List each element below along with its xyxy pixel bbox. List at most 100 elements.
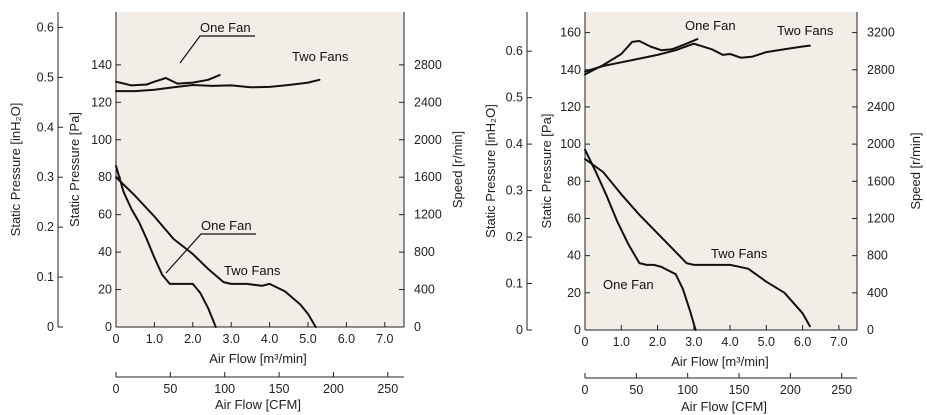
- cfm-tick-label: 50: [163, 382, 177, 396]
- speed-tick-label: 2000: [867, 137, 895, 151]
- pressure-curve-two-fans: [115, 176, 317, 328]
- x-axis-title-m3: Air Flow [m³/min]: [671, 354, 769, 369]
- pressure-curve-one-fan: [115, 165, 217, 328]
- m3-tick-label: 6.0: [338, 332, 355, 346]
- speed-tick-label: 2000: [414, 133, 442, 147]
- cfm-tick-label: 200: [323, 382, 344, 396]
- speed-tick-label: 1600: [414, 170, 442, 184]
- curve-annotation: Two Fans: [292, 49, 349, 64]
- pa-tick-label: 80: [98, 170, 112, 184]
- pa-tick-label: 160: [560, 26, 581, 40]
- inh2o-tick-label: 0.3: [37, 170, 54, 184]
- speed-tick-label: 3200: [867, 26, 895, 40]
- pa-tick-label: 0: [574, 323, 581, 337]
- m3-tick-label: 4.0: [721, 335, 738, 349]
- right-chart-panel: 0 0.1 0.2 0.3 0.4 0.5 0.6 0 20 40 60 80 100 120 140 160…: [483, 12, 923, 414]
- inh2o-tick-label: 0.5: [37, 70, 54, 84]
- pa-tick-label: 40: [98, 245, 112, 259]
- curve-annotation: One Fan: [200, 20, 251, 35]
- speed-tick-label: 400: [867, 286, 888, 300]
- speed-tick-label: 2800: [867, 63, 895, 77]
- cfm-tick-label: 50: [629, 383, 643, 397]
- m3-tick-label: 4.0: [261, 332, 278, 346]
- m3-tick-label: 5.0: [758, 335, 775, 349]
- x-axis-title-cfm: Air Flow [CFM]: [215, 397, 301, 412]
- inh2o-tick-label: 0.1: [506, 277, 523, 291]
- pa-tick-label: 80: [567, 174, 581, 188]
- y-axis-title-pa: Static Pressure [Pa]: [539, 114, 554, 229]
- m3-tick-label: 2.0: [184, 332, 201, 346]
- left-chart-panel: 0 0.1 0.2 0.3 0.4 0.5 0.6 0 20 40 60 80 100 120 140 0 40…: [8, 12, 465, 412]
- m3-tick-label: 6.0: [794, 335, 811, 349]
- pa-tick-label: 60: [567, 211, 581, 225]
- m3-tick-label: 0: [582, 335, 589, 349]
- curve-annotation: Two Fans: [224, 263, 281, 278]
- plot-area: [116, 12, 404, 327]
- curve-annotation: Two Fans: [711, 246, 768, 261]
- pa-tick-label: 140: [560, 63, 581, 77]
- speed-curve-one-fan: [584, 38, 699, 76]
- pressure-curve-one-fan: [584, 148, 697, 331]
- cfm-tick-label: 0: [582, 383, 589, 397]
- inh2o-tick-label: 0.2: [506, 230, 523, 244]
- m3-tick-label: 1.0: [613, 335, 630, 349]
- inh2o-tick-label: 0.5: [506, 91, 523, 105]
- inh2o-tick-label: 0.4: [506, 137, 523, 151]
- speed-tick-label: 1200: [867, 211, 895, 225]
- cfm-tick-label: 200: [780, 383, 801, 397]
- cfm-tick-label: 100: [677, 383, 698, 397]
- y-axis-title-inh2o: Static Pressure [inH₂O]: [483, 104, 498, 238]
- cfm-tick-label: 150: [269, 382, 290, 396]
- m3-tick-label: 1.0: [146, 332, 163, 346]
- pa-tick-label: 120: [91, 95, 112, 109]
- speed-tick-label: 2800: [414, 58, 442, 72]
- m3-tick-label: 3.0: [223, 332, 240, 346]
- inh2o-tick-label: 0.1: [37, 270, 54, 284]
- speed-tick-label: 800: [867, 249, 888, 263]
- curve-annotation: Two Fans: [777, 23, 834, 38]
- pressure-curve-two-fans: [584, 158, 811, 328]
- speed-tick-label: 800: [414, 245, 435, 259]
- m3-tick-label: 2.0: [649, 335, 666, 349]
- pa-tick-label: 0: [105, 320, 112, 334]
- inh2o-tick-label: 0.6: [506, 44, 523, 58]
- speed-tick-label: 400: [414, 283, 435, 297]
- speed-tick-label: 2400: [867, 100, 895, 114]
- pa-tick-label: 40: [567, 249, 581, 263]
- plot-area: [585, 12, 857, 330]
- annotation-leader-line: [165, 233, 256, 274]
- x-axis-title-cfm: Air Flow [CFM]: [681, 399, 767, 414]
- pa-tick-label: 100: [91, 133, 112, 147]
- y-axis-title-speed: Speed [r/min]: [908, 132, 923, 209]
- speed-tick-label: 1200: [414, 208, 442, 222]
- cfm-tick-label: 0: [113, 382, 120, 396]
- inh2o-tick-label: 0.2: [37, 220, 54, 234]
- cfm-tick-label: 250: [831, 383, 852, 397]
- m3-tick-label: 7.0: [830, 335, 847, 349]
- cfm-tick-label: 150: [729, 383, 750, 397]
- curve-annotation: One Fan: [201, 218, 252, 233]
- y-axis-title-pa: Static Pressure [Pa]: [67, 112, 82, 227]
- pa-tick-label: 120: [560, 100, 581, 114]
- cfm-tick-label: 250: [377, 382, 398, 396]
- inh2o-tick-label: 0: [47, 320, 54, 334]
- pa-tick-label: 20: [567, 286, 581, 300]
- speed-tick-label: 0: [414, 320, 421, 334]
- m3-tick-label: 0: [113, 332, 120, 346]
- speed-curve-two-fans: [115, 78, 321, 93]
- m3-tick-label: 7.0: [376, 332, 393, 346]
- pa-tick-label: 140: [91, 58, 112, 72]
- inh2o-tick-label: 0: [516, 323, 523, 337]
- pa-tick-label: 100: [560, 137, 581, 151]
- cfm-tick-label: 100: [214, 382, 235, 396]
- y-axis-title-inh2o: Static Pressure [inH₂O]: [8, 103, 23, 237]
- m3-tick-label: 5.0: [299, 332, 316, 346]
- speed-curve-one-fan: [115, 74, 221, 87]
- speed-tick-label: 2400: [414, 95, 442, 109]
- y-axis-title-speed: Speed [r/min]: [450, 131, 465, 208]
- inh2o-tick-label: 0.4: [37, 120, 54, 134]
- pa-tick-label: 60: [98, 208, 112, 222]
- curve-annotation: One Fan: [685, 18, 736, 33]
- x-axis-title-m3: Air Flow [m³/min]: [209, 351, 307, 366]
